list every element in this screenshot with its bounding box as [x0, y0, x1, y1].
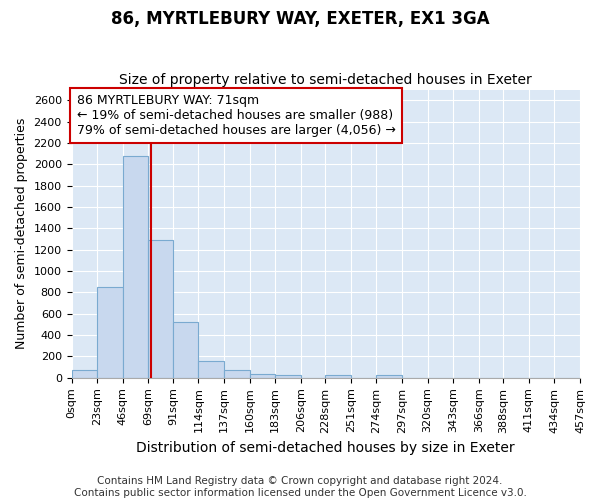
Bar [325, 375, 351, 378]
Bar [376, 375, 402, 378]
Bar [250, 374, 275, 378]
X-axis label: Distribution of semi-detached houses by size in Exeter: Distribution of semi-detached houses by … [136, 441, 515, 455]
Bar [275, 375, 301, 378]
Bar [224, 370, 250, 378]
Bar [71, 370, 97, 378]
Text: 86 MYRTLEBURY WAY: 71sqm
← 19% of semi-detached houses are smaller (988)
79% of : 86 MYRTLEBURY WAY: 71sqm ← 19% of semi-d… [77, 94, 395, 137]
Bar [148, 240, 173, 378]
Bar [97, 287, 123, 378]
Bar [173, 322, 199, 378]
Bar [199, 360, 224, 378]
Text: 86, MYRTLEBURY WAY, EXETER, EX1 3GA: 86, MYRTLEBURY WAY, EXETER, EX1 3GA [110, 10, 490, 28]
Y-axis label: Number of semi-detached properties: Number of semi-detached properties [15, 118, 28, 350]
Text: Contains HM Land Registry data © Crown copyright and database right 2024.
Contai: Contains HM Land Registry data © Crown c… [74, 476, 526, 498]
Title: Size of property relative to semi-detached houses in Exeter: Size of property relative to semi-detach… [119, 73, 532, 87]
Bar [123, 156, 148, 378]
